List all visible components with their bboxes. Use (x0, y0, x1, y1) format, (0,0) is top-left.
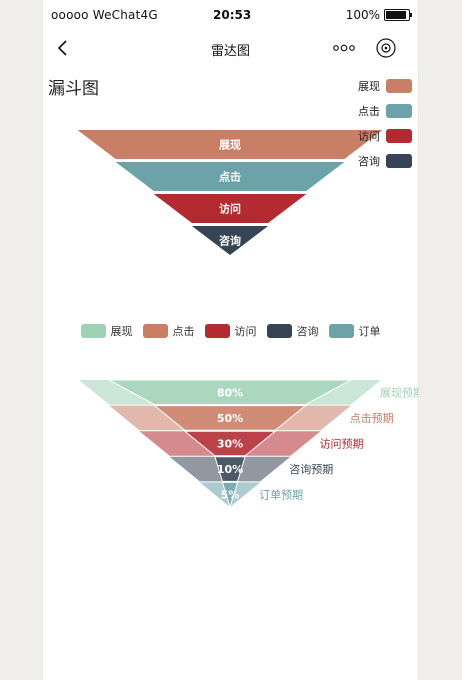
legend-item[interactable]: 咨询 (342, 148, 412, 173)
legend-swatch (328, 324, 354, 338)
funnel-1-label: 咨询 (219, 234, 241, 248)
legend-item[interactable]: 访问 (342, 123, 412, 148)
legend-label: 咨询 (358, 154, 380, 168)
section-title: 漏斗图 (48, 79, 99, 99)
funnel-2-percent-label: 50% (217, 412, 243, 425)
legend-item[interactable]: 咨询 (266, 323, 319, 339)
legend-label: 访问 (234, 325, 257, 338)
legend-label: 展现 (110, 325, 133, 338)
funnel-2-legend: 展现 点击 访问 咨询 订单 (43, 323, 418, 339)
more-dots-icon[interactable] (330, 40, 358, 56)
legend-item[interactable]: 点击 (142, 323, 195, 339)
funnel-2-category-label: 点击预期 (350, 412, 394, 425)
funnel-2-category-label: 订单预期 (259, 489, 303, 502)
funnel-2-actual-segment[interactable] (221, 481, 239, 509)
legend-swatch (266, 324, 292, 338)
legend-item[interactable]: 订单 (328, 323, 381, 339)
legend-item[interactable]: 点击 (342, 98, 412, 123)
funnel-1-label: 访问 (219, 202, 241, 216)
legend-item[interactable]: 访问 (204, 323, 257, 339)
legend-swatch (386, 153, 412, 168)
funnel-2-category-label: 访问预期 (320, 438, 364, 451)
legend-swatch (386, 103, 412, 118)
funnel-1-segment[interactable] (77, 130, 383, 159)
legend-label: 点击 (358, 104, 380, 118)
funnel-2-percent-label: 10% (217, 463, 243, 476)
legend-item[interactable]: 展现 (342, 73, 412, 98)
battery-percent: 100% (345, 8, 380, 22)
legend-label: 订单 (358, 325, 381, 338)
funnel-2-actual-segment[interactable] (108, 379, 352, 406)
funnel-2-percent-label: 80% (217, 386, 243, 399)
phone-screen: ooooo WeChat4G 20:53 100% 雷达图 漏斗图 展现 点击 访问… (43, 0, 418, 680)
funnel-1-segment[interactable] (191, 226, 269, 255)
legend-label: 展现 (358, 79, 380, 93)
funnel-2-percent-label: 5% (221, 489, 240, 502)
funnel-2-category-label: 展现预期 (380, 386, 418, 399)
funnel-1-label: 点击 (219, 170, 241, 184)
close-target-icon[interactable] (375, 37, 397, 59)
funnel-1-segment[interactable] (153, 194, 307, 223)
carrier-label: ooooo WeChat4G (51, 8, 158, 22)
battery-icon (384, 9, 412, 21)
legend-swatch (386, 78, 412, 93)
funnel-2-actual-segment[interactable] (183, 430, 277, 457)
page-title: 雷达图 (210, 44, 250, 59)
legend-swatch (142, 324, 168, 338)
legend-swatch (80, 324, 106, 338)
battery-indicator: 100% (345, 8, 412, 22)
legend-item[interactable]: 展现 (80, 323, 133, 339)
legend-label: 咨询 (296, 325, 319, 338)
funnel-2-category-label: 咨询预期 (289, 462, 333, 476)
status-bar: ooooo WeChat4G 20:53 100% (43, 0, 418, 32)
back-arrow-icon[interactable] (53, 38, 73, 58)
legend-swatch (204, 324, 230, 338)
navigation-bar: 雷达图 (43, 32, 418, 64)
funnel-1-label: 展现 (218, 139, 241, 152)
funnel-2-percent-label: 30% (217, 438, 243, 451)
legend-label: 访问 (358, 129, 380, 143)
funnel-2-actual-segment[interactable] (214, 456, 246, 482)
funnel-1-segment[interactable] (115, 162, 345, 191)
funnel-2-actual-segment[interactable] (153, 405, 307, 431)
legend-label: 点击 (172, 325, 195, 338)
legend-swatch (386, 128, 412, 143)
funnel-1-legend: 展现 点击 访问 咨询 (342, 73, 412, 173)
clock: 20:53 (213, 8, 252, 22)
